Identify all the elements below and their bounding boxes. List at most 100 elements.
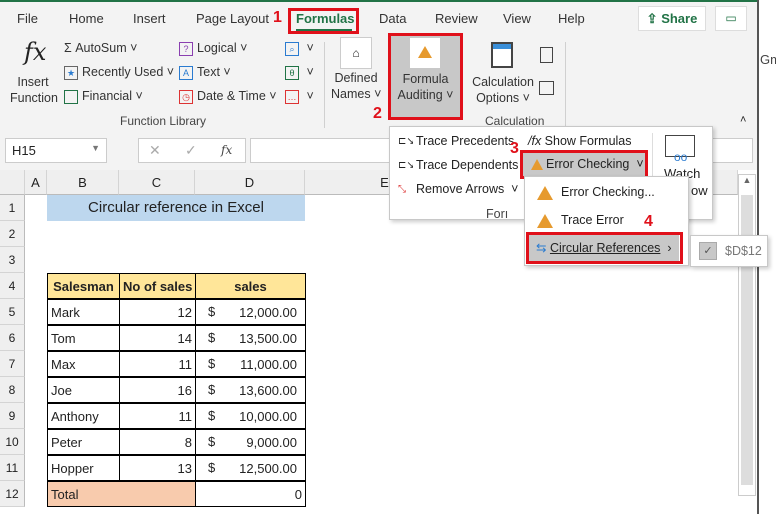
row-header-9[interactable]: 9 [0,403,25,429]
row-header-1[interactable]: 1 [0,195,25,221]
sales-cell[interactable]: 12,000.00 [195,299,306,325]
calculation-options-button[interactable]: Calculation Options ˅ [472,75,534,105]
header-sales[interactable]: sales [195,273,306,299]
header-no-of-sales[interactable]: No of sales [119,273,196,299]
text-button[interactable]: A Text ˅ [179,65,231,80]
tab-home[interactable]: Home [69,11,104,26]
no-of-sales-cell[interactable]: 14 [119,325,196,351]
circular-reference-d12[interactable]: $D$12 [725,244,762,258]
step-3-label: 3 [510,140,519,157]
salesman-cell[interactable]: Max [47,351,120,377]
logical-button[interactable]: ? Logical ˅ [179,41,247,56]
tab-help[interactable]: Help [558,11,585,26]
row-header-8[interactable]: 8 [0,377,25,403]
salesman-cell[interactable]: Tom [47,325,120,351]
currency-symbol: $ [208,382,216,397]
error-checking-split-button[interactable]: Error Checking ˅ [523,153,647,178]
no-of-sales-cell[interactable]: 16 [119,377,196,403]
fx-icon: fx [24,38,47,66]
math-trig-button[interactable]: θ ˅ [285,65,314,80]
currency-symbol: $ [208,356,216,371]
column-header-a[interactable]: A [25,170,47,195]
select-all-corner[interactable] [0,170,25,195]
calculate-now-button[interactable] [540,47,553,63]
trace-precedents-button[interactable]: ⊏↘Trace Precedents [398,134,515,148]
circular-references-item[interactable]: ⇆ Circular References › [529,235,679,262]
row-header-7[interactable]: 7 [0,351,25,377]
defined-names-button[interactable]: Defined Names ˅ [331,71,382,101]
column-header-d[interactable]: D [195,170,305,195]
formula-auditing-button[interactable]: Formula Auditing ˅ [388,33,463,119]
scroll-up-icon[interactable]: ▲ [742,175,752,185]
sales-cell[interactable]: 9,000.00 [195,429,306,455]
calculate-sheet-button[interactable] [539,81,554,95]
share-button[interactable]: ⇪ Share [638,6,706,31]
autosum-button[interactable]: Σ AutoSum ˅ [64,41,138,55]
financial-button[interactable]: Financial ˅ [64,89,143,104]
row-header-5[interactable]: 5 [0,299,25,325]
no-of-sales-cell[interactable]: 12 [119,299,196,325]
tab-review[interactable]: Review [435,11,478,26]
remove-arrows-button[interactable]: ⤡ Remove Arrows ˅ [398,182,519,196]
step-1-label: 1 [273,9,282,26]
row-header-6[interactable]: 6 [0,325,25,351]
trace-error-item[interactable]: Trace Error [537,213,624,228]
calculator-icon [491,42,513,68]
sales-cell[interactable]: 10,000.00 [195,403,306,429]
column-header-b[interactable]: B [47,170,119,195]
formula-auditing-icon [410,38,440,68]
sales-cell[interactable]: 13,600.00 [195,377,306,403]
salesman-cell[interactable]: Joe [47,377,120,403]
date-time-button[interactable]: ◷ Date & Time ˅ [179,89,277,104]
name-box[interactable]: H15 ▼ [5,138,107,163]
insert-function-button[interactable]: Insert Function [10,75,58,105]
tab-file[interactable]: File [17,11,38,26]
more-functions-icon: … [285,89,299,104]
total-label-cell[interactable]: Total [47,481,196,507]
comments-button[interactable]: ▭ [715,6,747,31]
tab-insert[interactable]: Insert [133,11,166,26]
salesman-cell[interactable]: Hopper [47,455,120,481]
row-header-2[interactable]: 2 [0,221,25,247]
circular-references-icon: ⇆ [536,241,550,255]
function-library-label: Function Library [120,114,207,128]
recently-used-button[interactable]: ★ Recently Used ˅ [64,65,174,80]
tab-formulas[interactable]: Formulas [296,11,355,26]
header-salesman[interactable]: Salesman [47,273,120,299]
salesman-cell[interactable]: Anthony [47,403,120,429]
insert-function-icon[interactable]: fx [221,143,233,157]
lookup-button[interactable]: ⌕ ˅ [285,41,314,56]
no-of-sales-cell[interactable]: 13 [119,455,196,481]
salesman-cell[interactable]: Peter [47,429,120,455]
no-of-sales-cell[interactable]: 11 [119,403,196,429]
more-functions-button[interactable]: … ˅ [285,89,314,104]
no-of-sales-cell[interactable]: 8 [119,429,196,455]
column-header-c[interactable]: C [119,170,195,195]
sales-cell[interactable]: 12,500.00 [195,455,306,481]
enter-icon[interactable]: ✓ [185,142,197,158]
total-value-cell[interactable]: 0 [195,481,306,507]
sheet-title-cell[interactable]: Circular reference in Excel [47,195,305,221]
error-checking-icon [537,185,553,200]
trace-dependents-button[interactable]: ⊏↘Trace Dependents [398,158,519,172]
group-label-partial: Forı [486,207,509,221]
row-header-3[interactable]: 3 [0,247,25,273]
tab-page-layout[interactable]: Page Layout [196,11,270,26]
row-header-10[interactable]: 10 [0,429,25,455]
no-of-sales-cell[interactable]: 11 [119,351,196,377]
tab-data[interactable]: Data [379,11,407,26]
sales-cell[interactable]: 11,000.00 [195,351,306,377]
row-header-11[interactable]: 11 [0,455,25,481]
vertical-scrollbar[interactable]: ▲ [738,174,756,496]
tab-view[interactable]: View [503,11,531,26]
row-header-4[interactable]: 4 [0,273,25,299]
salesman-cell[interactable]: Mark [47,299,120,325]
cancel-icon[interactable]: ✕ [149,142,161,158]
error-checking-item[interactable]: Error Checking... [537,185,655,200]
collapse-ribbon-icon[interactable]: ˄ [740,114,747,126]
show-formulas-button[interactable]: /fx Show Formulas [528,134,632,148]
trace-precedents-icon: ⊏↘ [398,136,413,148]
row-header-12[interactable]: 12 [0,481,25,507]
separator [565,42,566,128]
sales-cell[interactable]: 13,500.00 [195,325,306,351]
